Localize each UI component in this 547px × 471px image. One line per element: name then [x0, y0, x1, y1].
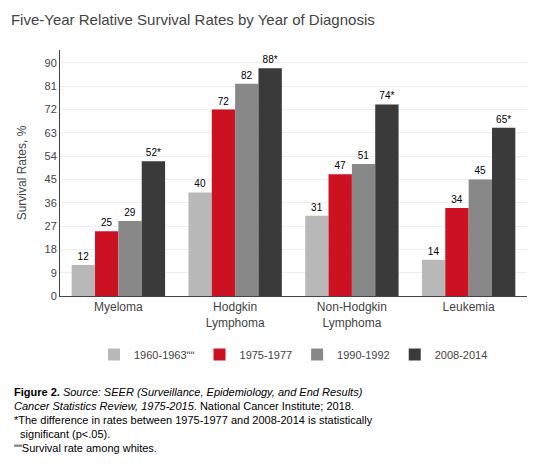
- svg-text:45: 45: [475, 165, 487, 176]
- svg-text:82: 82: [241, 70, 253, 81]
- svg-text:47: 47: [334, 160, 346, 171]
- svg-text:1975-1977: 1975-1977: [240, 349, 293, 361]
- svg-text:40: 40: [194, 178, 206, 189]
- svg-text:Cancer Statistics Review, 1975: Cancer Statistics Review, 1975-2015. Nat…: [14, 400, 354, 412]
- svg-text:9: 9: [51, 267, 57, 279]
- svg-text:81: 81: [45, 80, 57, 92]
- svg-text:18: 18: [45, 243, 57, 255]
- svg-text:36: 36: [45, 197, 57, 209]
- svg-text:34: 34: [451, 194, 463, 205]
- svg-text:Figure 2. Source: SEER (Survei: Figure 2. Source: SEER (Surveillance, Ep…: [14, 386, 363, 398]
- svg-text:88*: 88*: [263, 54, 278, 65]
- svg-text:29: 29: [124, 207, 136, 218]
- svg-text:25: 25: [101, 217, 113, 228]
- svg-text:63: 63: [45, 127, 57, 139]
- svg-text:HodgkinLymphoma: HodgkinLymphoma: [206, 300, 265, 330]
- svg-text:45: 45: [45, 173, 57, 185]
- svg-text:*The difference in rates betwe: *The difference in rates between 1975-19…: [14, 414, 373, 426]
- svg-text:Five-Year Relative Survival Ra: Five-Year Relative Survival Rates by Yea…: [11, 11, 375, 28]
- svg-text:12: 12: [78, 251, 90, 262]
- svg-text:54: 54: [45, 150, 57, 162]
- svg-text:65*: 65*: [496, 114, 511, 125]
- svg-text:1990-1992: 1990-1992: [337, 349, 390, 361]
- svg-text:31: 31: [311, 202, 323, 213]
- svg-text:14: 14: [428, 246, 440, 257]
- svg-text:Non-HodgkinLymphoma: Non-HodgkinLymphoma: [317, 300, 387, 330]
- svg-text:ʺʺSurvival rate among whites.: ʺʺSurvival rate among whites.: [14, 442, 157, 454]
- svg-text:52*: 52*: [146, 147, 161, 158]
- svg-text:2008-2014: 2008-2014: [435, 349, 488, 361]
- svg-text:Survival Rates, %: Survival Rates, %: [15, 125, 29, 220]
- svg-text:72: 72: [45, 103, 57, 115]
- svg-text:Leukemia: Leukemia: [443, 300, 495, 314]
- svg-text:Myeloma: Myeloma: [94, 300, 143, 314]
- svg-text:74*: 74*: [379, 90, 394, 101]
- svg-text:27: 27: [45, 220, 57, 232]
- svg-text:72: 72: [218, 96, 230, 107]
- svg-text:significant (p<.05).: significant (p<.05).: [14, 428, 110, 440]
- svg-text:1960-1963ʺʺ: 1960-1963ʺʺ: [134, 349, 195, 361]
- svg-text:90: 90: [45, 57, 57, 69]
- svg-text:51: 51: [358, 150, 370, 161]
- svg-text:0: 0: [51, 290, 57, 302]
